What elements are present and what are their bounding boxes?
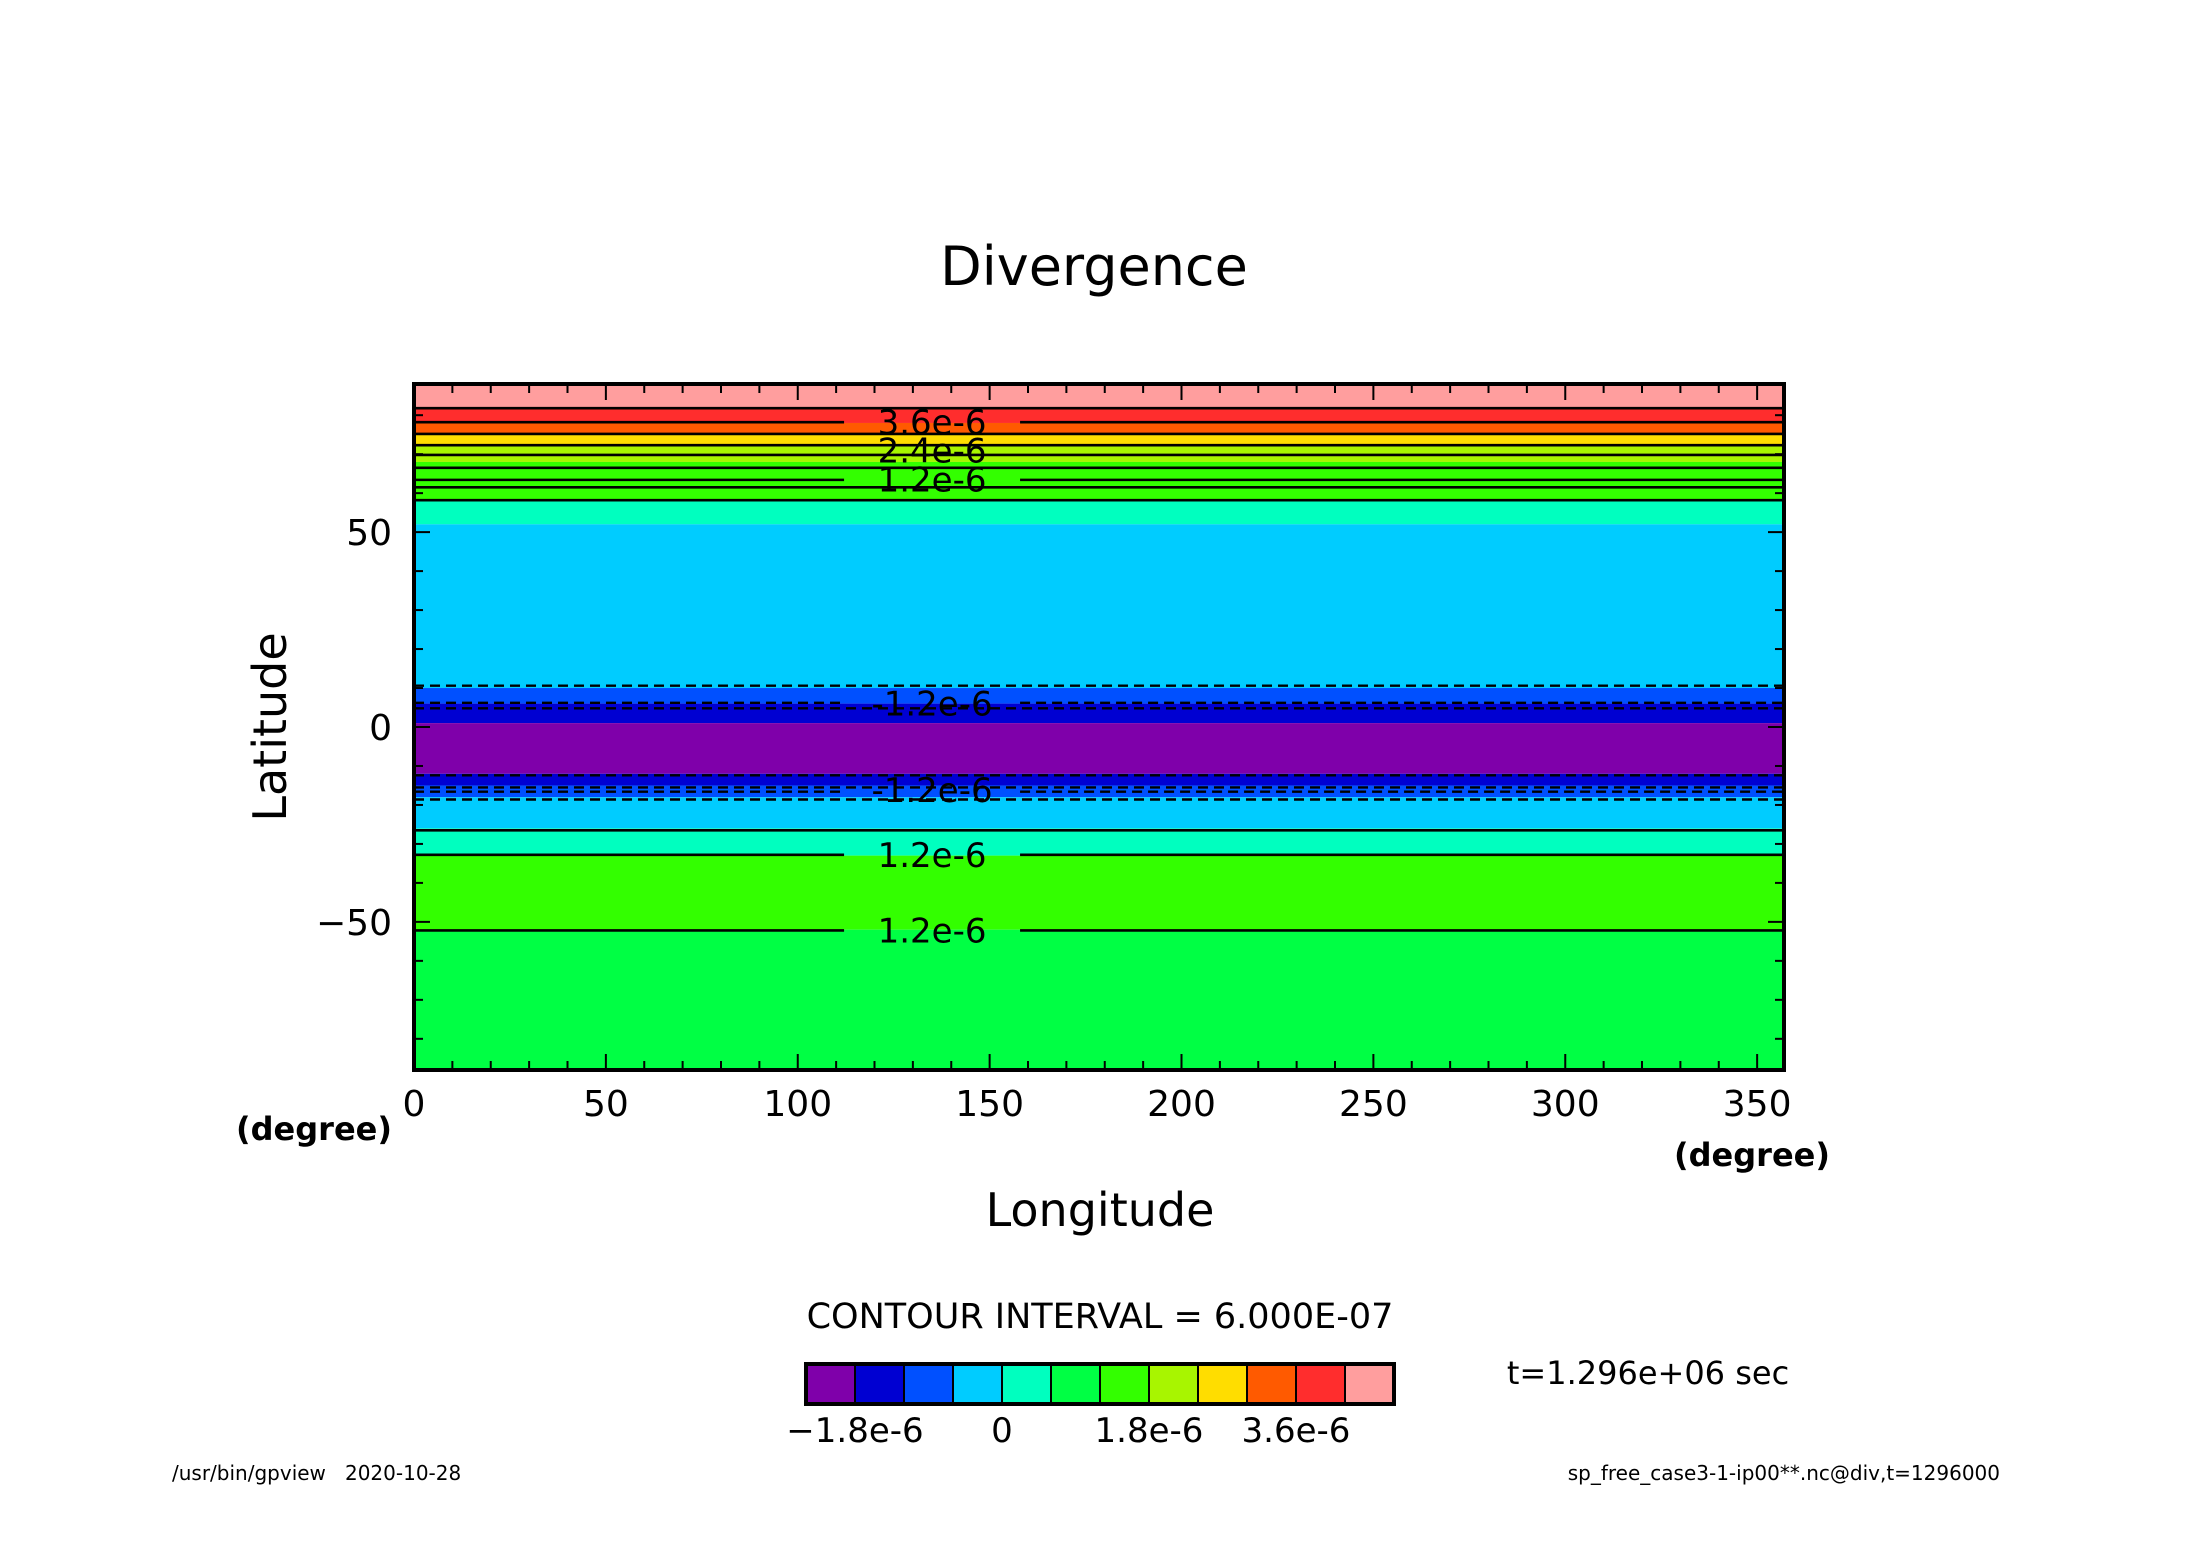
contour-label: 2.4e-6	[878, 431, 987, 471]
y-tick-label: 50	[346, 513, 392, 554]
footer-left: /usr/bin/gpview 2020-10-28	[172, 1461, 461, 1485]
colorbar-cell	[854, 1363, 905, 1405]
colorbar-cell	[1001, 1363, 1052, 1405]
colorbar	[804, 1362, 1396, 1406]
color-band	[414, 785, 1784, 798]
contour-lines	[414, 406, 1784, 932]
color-band	[414, 773, 1784, 786]
x-tick-labels: 0 50 100 150 200 250 300 350	[403, 1084, 1792, 1125]
x-unit-left: (degree)	[236, 1110, 392, 1148]
colorbar-label: 3.6e-6	[1242, 1411, 1351, 1451]
color-band	[414, 384, 1784, 408]
colorbar-label: −1.8e-6	[786, 1411, 923, 1451]
color-band	[414, 797, 1784, 829]
colorbar-cell	[1148, 1363, 1199, 1405]
contour-label: 1.2e-6	[878, 911, 987, 951]
color-band	[414, 434, 1784, 447]
y-tick-labels: −50 0 50	[316, 513, 392, 944]
x-axis-label: Longitude	[986, 1183, 1215, 1237]
colorbar-cell	[903, 1363, 954, 1405]
color-band	[414, 723, 1784, 774]
colorbar-cell	[1295, 1363, 1346, 1405]
x-tick-label: 350	[1723, 1084, 1792, 1125]
contour-label: 3.6e-6	[878, 403, 987, 443]
contour-labels: 3.6e-62.4e-61.2e-6-1.2e-6-1.2e-61.2e-61.…	[871, 403, 992, 951]
plot-bands	[414, 384, 1784, 1070]
colorbar-cell	[1246, 1363, 1297, 1405]
x-tick-label: 0	[403, 1084, 426, 1125]
colorbar-cell	[805, 1363, 856, 1405]
plot-frame	[412, 382, 1786, 1072]
colorbar-label: 1.8e-6	[1095, 1411, 1204, 1451]
x-tick-label: 50	[583, 1084, 629, 1125]
color-band	[414, 524, 1784, 689]
colorbar-cell	[1197, 1363, 1248, 1405]
colorbar-cell	[1050, 1363, 1101, 1405]
colorbar-labels: −1.8e-6 0 1.8e-6 3.6e-6	[786, 1411, 1350, 1451]
color-band	[414, 407, 1784, 423]
color-band	[414, 929, 1784, 1070]
color-band	[414, 855, 1784, 930]
footer-right: sp_free_case3-1-ip00**.nc@div,t=1296000	[1568, 1461, 2000, 1485]
chart-title: Divergence	[940, 235, 1248, 298]
colorbar-cell	[952, 1363, 1003, 1405]
x-tick-label: 250	[1339, 1084, 1408, 1125]
colorbar-label: 0	[991, 1411, 1013, 1451]
color-band	[414, 688, 1784, 704]
y-tick-label: 0	[369, 708, 392, 749]
colorbar-cell	[1099, 1363, 1150, 1405]
color-band	[414, 703, 1784, 724]
x-unit-right: (degree)	[1674, 1136, 1830, 1174]
contour-label: 1.2e-6	[878, 460, 987, 500]
color-band	[414, 422, 1784, 435]
x-tick-label: 300	[1531, 1084, 1600, 1125]
color-band	[414, 828, 1784, 856]
time-text: t=1.296e+06 sec	[1507, 1354, 1789, 1392]
x-tick-label: 150	[955, 1084, 1024, 1125]
y-axis-label: Latitude	[243, 632, 297, 821]
colorbar-frame	[804, 1362, 1396, 1406]
x-tick-label: 100	[763, 1084, 832, 1125]
contour-label: -1.2e-6	[871, 685, 992, 725]
color-band	[414, 500, 1784, 525]
colorbar-cell	[1344, 1363, 1395, 1405]
contour-interval-text: CONTOUR INTERVAL = 6.000E-07	[807, 1297, 1394, 1337]
y-tick-label: −50	[316, 903, 392, 944]
x-tick-label: 200	[1147, 1084, 1216, 1125]
contour-label: -1.2e-6	[871, 771, 992, 811]
contour-label: 1.2e-6	[878, 836, 987, 876]
